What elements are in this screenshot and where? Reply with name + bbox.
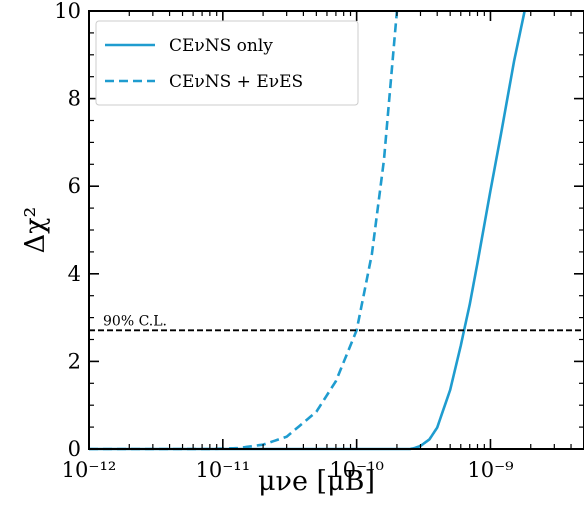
y-tick-label: 8 bbox=[68, 87, 81, 111]
confidence-level-label: 90% C.L. bbox=[103, 313, 167, 329]
legend: CEνNS only CEνNS + EνES bbox=[95, 20, 359, 106]
x-tick-label: 10⁻¹⁰ bbox=[329, 458, 384, 482]
tick-labels: 10⁻¹² 10⁻¹¹ 10⁻¹⁰ 10⁻⁹ 0 2 4 6 8 10 bbox=[54, 0, 513, 482]
legend-label-cevns-plus-eves: CEνNS + EνES bbox=[169, 72, 303, 92]
legend-label-cevns-only: CEνNS only bbox=[169, 36, 273, 56]
x-tick-label: 10⁻¹² bbox=[62, 458, 117, 482]
y-axis-label: Δχ² bbox=[20, 207, 51, 254]
x-tick-label: 10⁻¹¹ bbox=[195, 458, 250, 482]
y-tick-label: 0 bbox=[68, 437, 81, 461]
y-tick-label: 4 bbox=[68, 262, 81, 286]
series-line-cevns-plus-eves bbox=[89, 10, 399, 451]
y-tick-label: 10 bbox=[54, 0, 81, 23]
x-axis-label: μνe [μB] bbox=[258, 466, 375, 497]
x-tick-label: 10⁻⁹ bbox=[467, 458, 513, 482]
y-tick-label: 6 bbox=[68, 174, 81, 198]
legend-box bbox=[95, 20, 359, 106]
plot-frame bbox=[88, 10, 584, 450]
y-tick-label: 2 bbox=[68, 349, 81, 373]
